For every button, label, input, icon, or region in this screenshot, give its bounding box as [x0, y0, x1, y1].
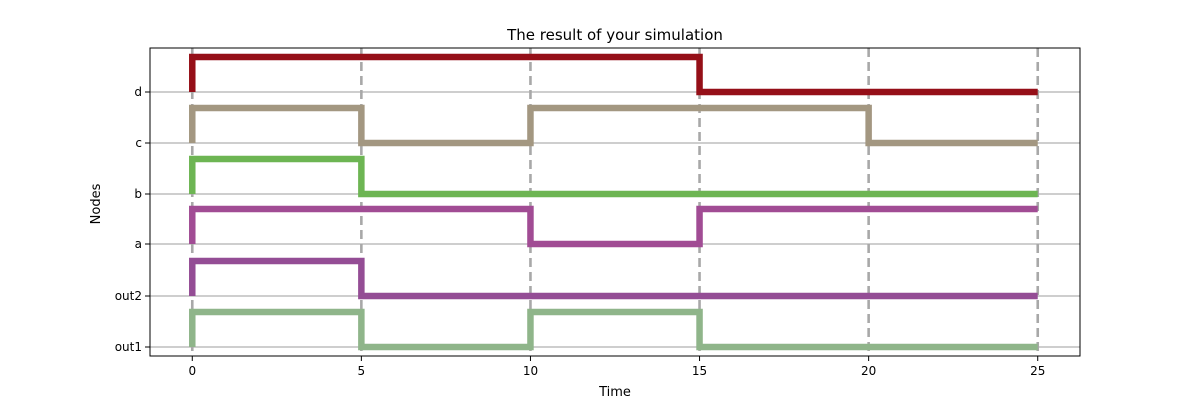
y-tick-label-b: b — [134, 187, 142, 201]
x-axis-label: Time — [598, 385, 631, 400]
y-tick-label-out2: out2 — [115, 289, 142, 303]
chart-title: The result of your simulation — [506, 26, 723, 44]
y-tick-label-d: d — [134, 85, 142, 99]
x-tick-label-10: 10 — [523, 364, 538, 378]
y-tick-label-c: c — [135, 136, 142, 150]
plot-frame — [149, 47, 1081, 357]
x-tick-label-25: 25 — [1030, 364, 1045, 378]
series-line-out2 — [189, 257, 1038, 300]
series-line-b — [189, 155, 1038, 198]
plot-area: 0 5 10 15 20 25 out1 out2 a b c d — [115, 47, 1081, 378]
x-tick-label-20: 20 — [861, 364, 876, 378]
x-tick-label-0: 0 — [188, 364, 196, 378]
x-tick-label-5: 5 — [358, 364, 366, 378]
series-line-d — [189, 53, 1038, 96]
series-line-c — [189, 104, 1038, 147]
x-tick-label-15: 15 — [692, 364, 707, 378]
series-line-out1 — [189, 308, 1038, 351]
y-tick-label-out1: out1 — [115, 340, 142, 354]
y-axis-label: Nodes — [89, 183, 104, 224]
series-line-a — [189, 205, 1038, 248]
y-tick-label-a: a — [135, 237, 142, 251]
